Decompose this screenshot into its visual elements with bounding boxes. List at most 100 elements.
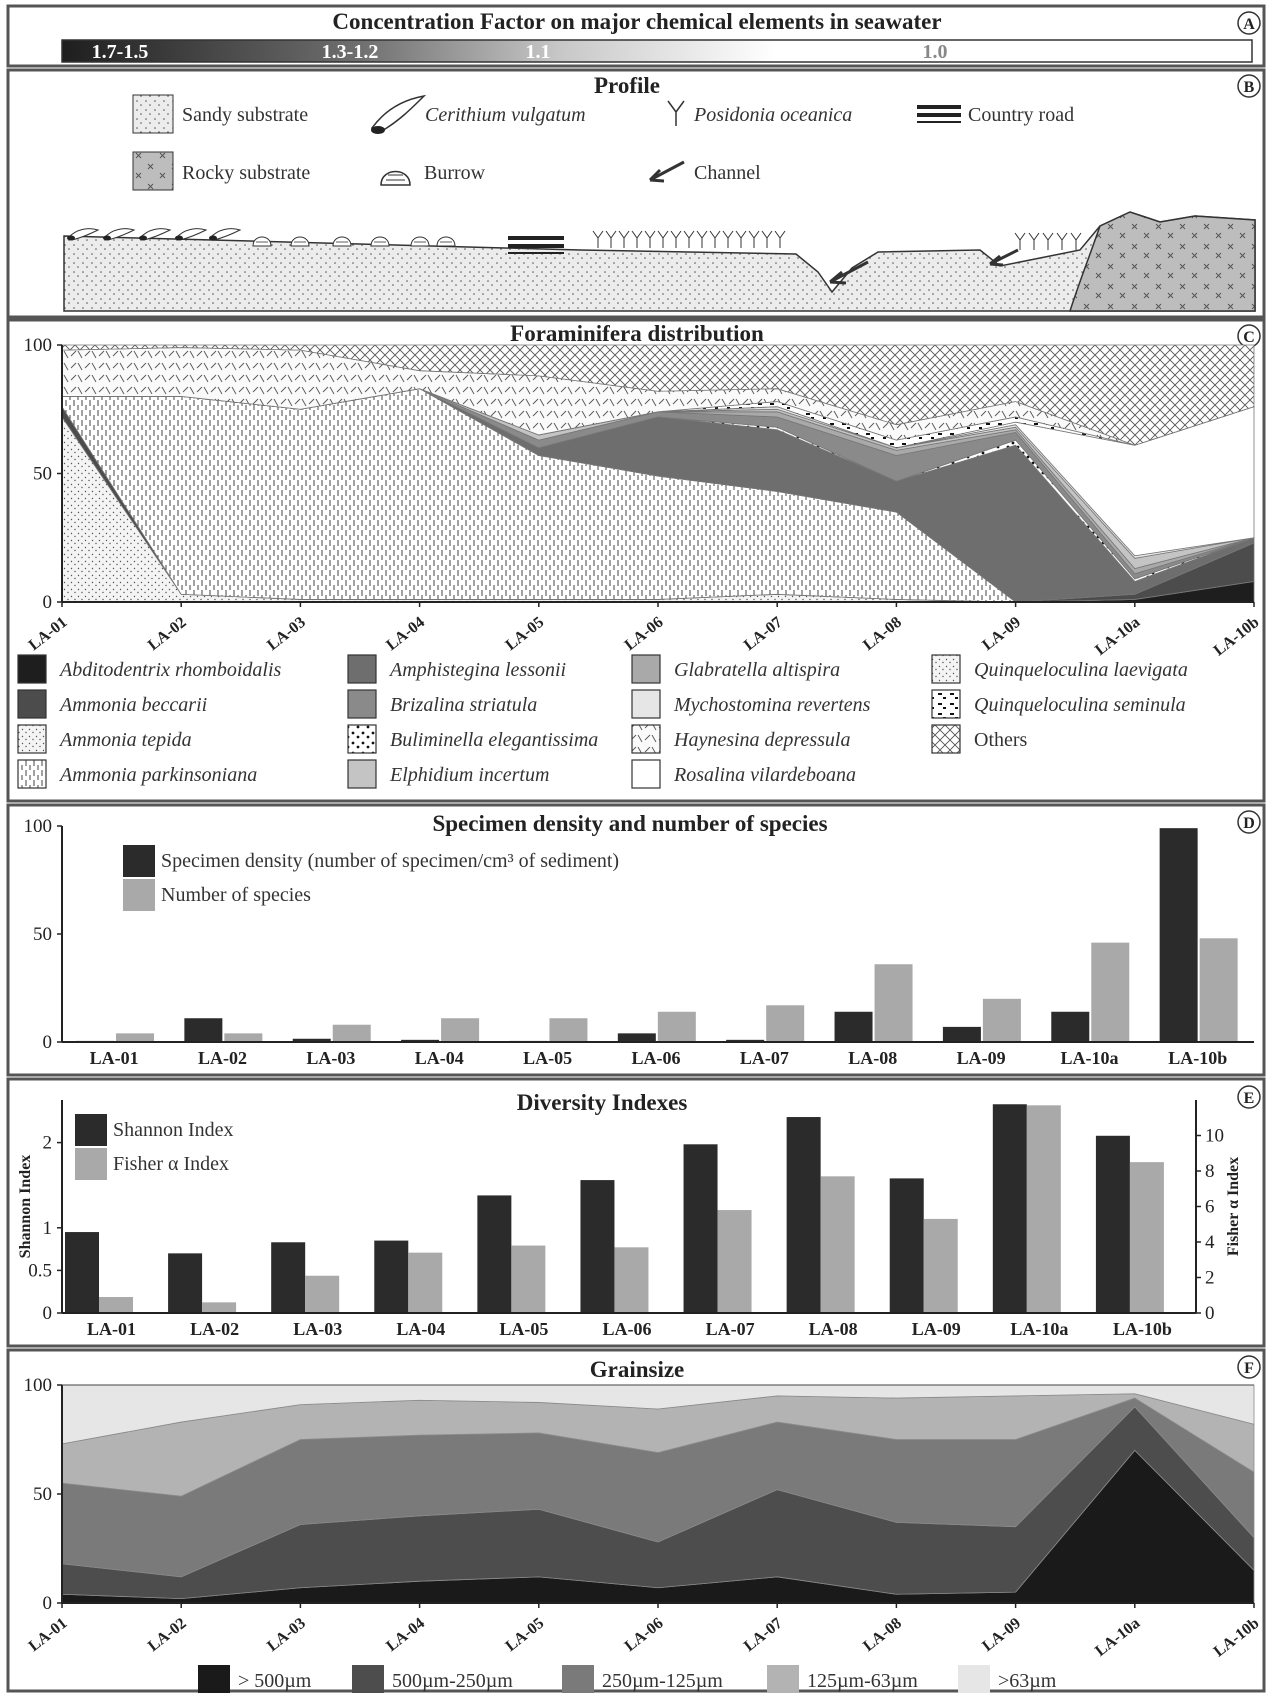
panel-a-badge [1237, 11, 1261, 35]
legend-swatch-500-m [198, 1665, 230, 1693]
bar-shannon-index-la-01 [65, 1232, 99, 1313]
x-tick-label: LA-07 [706, 1319, 755, 1339]
legend-label-rosalina-vilardeboana: Rosalina vilardeboana [673, 764, 856, 786]
y2-tick-label: 4 [1205, 1232, 1215, 1253]
legend-label-brizalina-striatula: Brizalina striatula [390, 694, 537, 716]
profile-seagrass-icon [605, 230, 617, 248]
legend-label-ammonia-parkinsoniana: Ammonia parkinsoniana [58, 764, 257, 786]
panel-f-badge [1237, 1355, 1261, 1379]
bar-shannon-index-la-02 [168, 1253, 203, 1313]
bar-specimen-density-number-of-specimen-cm-of-sediment-la-08 [834, 1011, 873, 1042]
legend-swatch-500-m-250-m [352, 1665, 384, 1693]
panel-b: Profile B Sandy substrate Cerithium vulg… [6, 68, 1266, 319]
profile-seagrass-icon [722, 230, 734, 248]
y-tick-label: 50 [33, 1484, 52, 1505]
panel-c-title: Foraminifera distribution [510, 321, 764, 346]
sandy-substrate-icon [132, 94, 174, 134]
rocky-substrate-icon [132, 151, 174, 191]
bar-fisher-index-la-06 [614, 1247, 649, 1313]
concentration-gradient-bar [61, 39, 1253, 63]
panel-f-badge-label: F [1244, 1360, 1254, 1377]
profile-seagrass-icon [696, 230, 708, 248]
bar-specimen-density-number-of-specimen-cm-of-sediment-la-09 [942, 1026, 981, 1042]
legend-label-250-m-125-m: 250µm-125µm [602, 1670, 723, 1692]
x-tick-label: LA-08 [809, 1319, 858, 1339]
y-tick-label: 50 [33, 464, 52, 485]
legend-swatch-63-m [958, 1665, 990, 1693]
foraminifera-legend: Abditodentrix rhomboidalis Ammonia beccar… [17, 654, 1188, 789]
y2-axis-label: Fisher α Index [1225, 1157, 1242, 1256]
bar-specimen-density-number-of-specimen-cm-of-sediment-la-03 [292, 1038, 331, 1042]
profile-seagrass-icon [709, 230, 721, 248]
specimen-density-bar-chart: LA-01 LA-02 LA-03 LA-04 LA-05 LA-06 LA-07 LA-08… [24, 816, 1254, 1068]
legend-posidonia: Posidonia oceanica [693, 104, 852, 126]
profile-seagrass-icon [748, 230, 760, 248]
bar-specimen-density-number-of-specimen-cm-of-sediment-la-04 [401, 1039, 440, 1042]
gradient-label-4: 1.0 [923, 41, 948, 63]
y-tick-label: 100 [24, 816, 53, 837]
burrow-icon [380, 170, 411, 186]
legend-cerithium: Cerithium vulgatum [425, 104, 586, 126]
x-tick-label: LA-07 [740, 1048, 789, 1068]
legend-swatch-125-m-63-m [767, 1665, 799, 1693]
panel-d-badge-label: D [1243, 815, 1255, 832]
seagrass-icons-on-profile [592, 230, 1082, 250]
bar-specimen-density-number-of-specimen-cm-of-sediment-la-10a [1051, 1011, 1090, 1042]
legend-label-haynesina-depressula: Haynesina depressula [673, 729, 850, 751]
y-tick-label: 50 [33, 924, 52, 945]
bar-number-of-species-la-05 [549, 1018, 588, 1042]
legend-channel: Channel [694, 162, 761, 184]
diversity-index-bar-chart: LA-01 LA-02 LA-03 LA-04 LA-05 LA-06 LA-07 LA-08… [17, 1100, 1242, 1339]
x-tick-label: LA-10a [1060, 1048, 1118, 1068]
bar-shannon-index-la-07 [683, 1144, 718, 1313]
panel-e-title: Diversity Indexes [517, 1090, 688, 1115]
panel-f-title: Grainsize [590, 1357, 685, 1382]
bar-number-of-species-la-02 [224, 1033, 263, 1042]
x-tick-label: LA-05 [499, 1319, 548, 1339]
profile-seagrass-icon [631, 230, 643, 248]
profile-seagrass-icon [774, 230, 786, 248]
x-tick-label: LA-04 [396, 1319, 445, 1339]
legend-swatch-abditodentrix-rhomboidalis [17, 654, 47, 684]
y-tick-label: 0.5 [28, 1260, 52, 1281]
gradient-label-2: 1.3-1.2 [322, 41, 379, 63]
legend-swatch-specimen-density-number-of-specimen-cm-of-sediment [123, 845, 155, 877]
bar-number-of-species-la-10a [1091, 942, 1130, 1042]
legend-swatch-amphistegina-lessonii [347, 654, 377, 684]
bar-number-of-species-la-07 [766, 1005, 805, 1042]
x-tick-label: LA-09 [912, 1319, 961, 1339]
legend-label-glabratella-altispira: Glabratella altispira [674, 659, 840, 681]
x-tick-label: LA-10a [1010, 1319, 1068, 1339]
bar-number-of-species-la-08 [874, 964, 913, 1042]
profile-seagrass-icon [1056, 232, 1068, 250]
x-tick-label: LA-03 [293, 1319, 342, 1339]
legend-swatch-fisher-index [75, 1148, 107, 1180]
profile-seagrass-icon [1028, 232, 1040, 250]
profile-shell-icon [139, 228, 172, 241]
bar-fisher-index-la-07 [717, 1210, 752, 1313]
y-tick-label: 0 [43, 1032, 53, 1053]
legend-label-quinqueloculina-laevigata: Quinqueloculina laevigata [974, 659, 1188, 681]
profile-shell-icon [175, 228, 208, 241]
profile-seagrass-icon [735, 230, 747, 248]
bar-specimen-density-number-of-specimen-cm-of-sediment-la-10b [1159, 828, 1198, 1042]
legend-label-buliminella-elegantissima: Buliminella elegantissima [390, 729, 598, 751]
y2-tick-label: 10 [1205, 1126, 1224, 1147]
profile-cross-section [63, 211, 1256, 312]
y-axis-label: Shannon Index [17, 1155, 34, 1259]
panel-b-badge-label: B [1244, 79, 1255, 96]
panel-c-badge-label: C [1243, 329, 1255, 346]
profile-seagrass-icon [657, 230, 669, 248]
bar-specimen-density-number-of-specimen-cm-of-sediment-la-06 [617, 1033, 656, 1042]
legend-swatch-glabratella-altispira [631, 654, 661, 684]
legend-swatch-quinqueloculina-seminula [931, 689, 961, 719]
channel-arrow-icon [648, 160, 685, 183]
bar-fisher-index-la-04 [408, 1252, 443, 1313]
x-tick-label: LA-06 [603, 1319, 652, 1339]
bar-shannon-index-la-04 [374, 1240, 409, 1313]
bar-number-of-species-la-06 [657, 1011, 696, 1042]
legend-swatch-brizalina-striatula [347, 689, 377, 719]
x-tick-label: LA-05 [523, 1048, 572, 1068]
x-tick-label: LA-02 [190, 1319, 239, 1339]
